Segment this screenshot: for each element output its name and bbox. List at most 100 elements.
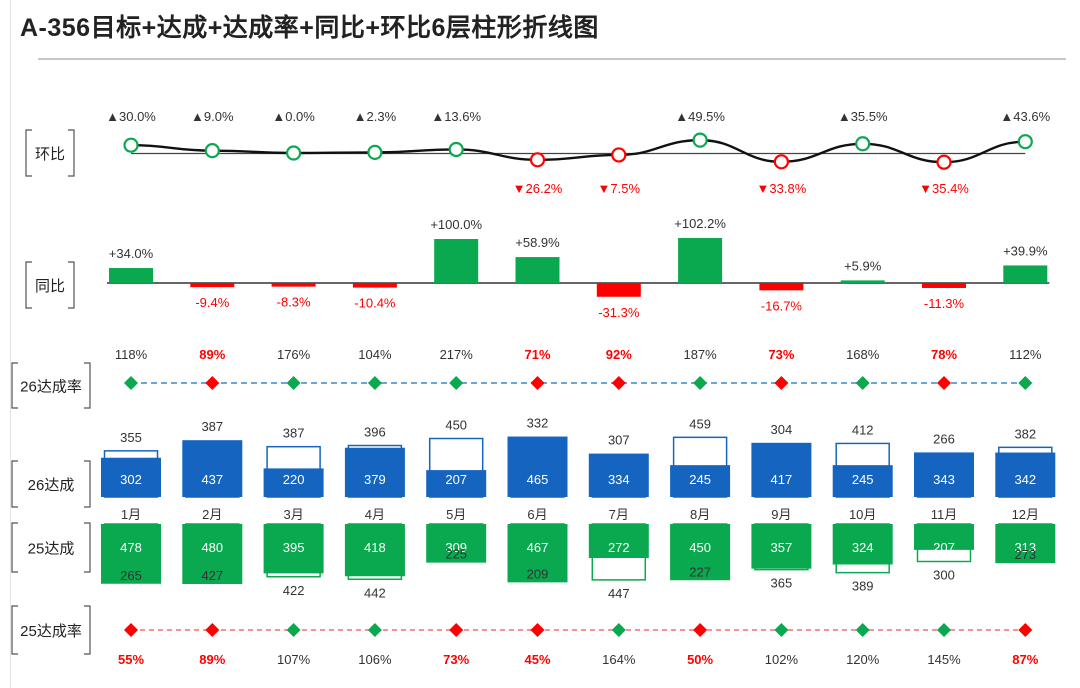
yoy-bar [190, 283, 235, 288]
yoy-label: -16.7% [761, 298, 803, 313]
actual26-bar [101, 457, 161, 497]
mom-label: ▲43.6% [1000, 109, 1050, 124]
rate25-label: 55% [118, 652, 144, 667]
target26-outline [672, 436, 728, 498]
yoy-bar [271, 283, 316, 287]
yoy-label: -31.3% [598, 305, 640, 320]
target26-outline [103, 450, 159, 498]
rate26-diamond [530, 376, 545, 390]
row-label-bracket-actual25 [11, 522, 91, 573]
yoy-bar [1003, 265, 1048, 283]
actual26-bar [751, 442, 812, 497]
rate25-diamond [530, 623, 545, 637]
target26-outline [998, 446, 1053, 498]
mom-label: ▲0.0% [272, 109, 315, 124]
row-label-rate26: 26达成率 [20, 379, 82, 396]
actual25-value: 313 [1014, 540, 1036, 555]
month-label: 4月 [365, 507, 385, 522]
mom-label: ▼33.8% [757, 181, 807, 196]
actual26-bar [182, 440, 243, 497]
yoy-bar [109, 268, 153, 283]
actual26-value: 245 [852, 472, 874, 487]
actual25-bar [995, 524, 1056, 564]
mom-label: ▲35.5% [838, 109, 888, 124]
actual26-bar [263, 468, 324, 497]
actual25-bar [101, 524, 161, 584]
target26-value: 396 [364, 425, 386, 440]
month-label: 12月 [1012, 507, 1039, 522]
chart-title: A-356目标+达成+达成率+同比+环比6层柱形折线图 [20, 14, 599, 42]
actual25-value: 467 [527, 540, 549, 555]
rate25-label: 50% [687, 652, 713, 667]
actual25-value: 309 [445, 540, 467, 555]
rate25-label: 102% [765, 652, 799, 667]
target26-value: 459 [689, 416, 711, 431]
actual26-bar [588, 453, 649, 497]
rate25-label: 45% [524, 652, 550, 667]
rate25-diamond [774, 623, 789, 637]
row-label-mom: 环比 [35, 146, 65, 163]
target25-outline [591, 523, 647, 581]
yoy-bar [678, 238, 723, 283]
yoy-bar [840, 280, 885, 283]
actual26-bar [670, 465, 731, 497]
target25-outline [347, 523, 403, 580]
target25-outline [916, 523, 972, 563]
actual25-value: 478 [120, 540, 142, 555]
yoy-label: +34.0% [109, 246, 154, 261]
yoy-label: -11.3% [924, 296, 965, 311]
actual26-bar [914, 452, 974, 497]
target25-value: 209 [527, 566, 549, 581]
target26-value: 355 [120, 430, 142, 445]
actual25-bar [182, 524, 243, 584]
yoy-label: -9.4% [195, 295, 229, 310]
rate26-diamond [449, 376, 464, 390]
rate25-label: 120% [846, 652, 880, 667]
rate26-label: 78% [931, 347, 957, 362]
rate25-diamond [855, 623, 870, 637]
actual26-value: 379 [364, 472, 386, 487]
target26-outline [347, 444, 403, 498]
target25-outline [510, 523, 565, 551]
mom-label: ▼35.4% [919, 181, 969, 196]
target26-outline [835, 442, 890, 498]
rate25-diamond [611, 623, 626, 637]
rate26-label: 89% [199, 347, 225, 362]
month-label: 3月 [283, 507, 303, 522]
target25-value: 273 [1014, 547, 1036, 562]
actual26-value: 417 [771, 472, 793, 487]
actual26-value: 343 [933, 472, 955, 487]
actual25-value: 357 [771, 540, 793, 555]
rate25-label: 164% [602, 652, 636, 667]
target25-value: 427 [201, 568, 223, 583]
actual25-value: 480 [201, 540, 223, 555]
yoy-bar [759, 283, 804, 291]
rate25-diamond [205, 623, 220, 637]
row-label-bracket-rate25 [11, 605, 91, 655]
mom-point [286, 145, 302, 161]
rate26-diamond [367, 376, 382, 390]
target26-outline [916, 461, 972, 498]
actual25-bar [263, 524, 324, 574]
mom-label: ▲49.5% [675, 109, 725, 124]
row-label-bracket-actual26 [11, 460, 91, 508]
actual26-bar [426, 470, 487, 497]
actual25-bar [426, 524, 487, 563]
month-label: 7月 [609, 507, 629, 522]
yoy-label: +5.9% [844, 258, 882, 273]
yoy-label: +102.2% [674, 216, 726, 231]
month-label: 11月 [931, 507, 958, 522]
rate26-label: 217% [440, 347, 474, 362]
rate26-label: 112% [1009, 347, 1042, 362]
row-label-rate25: 25达成率 [20, 623, 82, 640]
row-label-actual25: 25达成 [28, 541, 75, 558]
target25-value: 422 [283, 583, 305, 598]
target25-outline [754, 523, 809, 571]
mom-point [692, 132, 708, 148]
actual26-value: 302 [120, 472, 142, 487]
target25-outline [185, 523, 240, 579]
mom-point [611, 147, 627, 163]
actual26-value: 220 [283, 472, 305, 487]
rate26-label: 118% [115, 347, 148, 362]
